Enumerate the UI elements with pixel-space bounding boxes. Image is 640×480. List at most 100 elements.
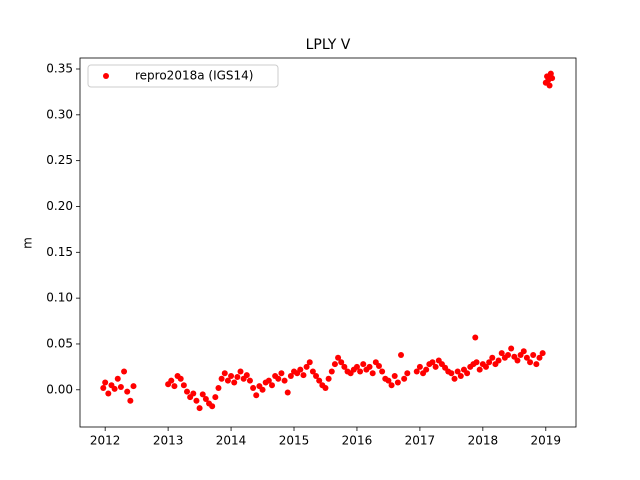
point	[523, 354, 530, 361]
y-tick-label: 0.35	[46, 61, 73, 75]
point	[385, 377, 392, 384]
point	[498, 350, 505, 357]
y-tick-label: 0.20	[46, 199, 73, 213]
point	[306, 359, 313, 366]
point	[114, 375, 121, 382]
point	[379, 368, 386, 375]
point	[177, 375, 184, 382]
point	[117, 384, 124, 391]
point	[338, 359, 345, 366]
x-tick-label: 2013	[153, 434, 184, 448]
point	[429, 359, 436, 366]
point	[221, 370, 228, 377]
point	[250, 384, 257, 391]
point	[357, 368, 364, 375]
point	[102, 379, 109, 386]
point	[360, 361, 367, 368]
point	[121, 368, 128, 375]
y-tick-label: 0.05	[46, 336, 73, 350]
point	[341, 363, 348, 370]
point	[300, 372, 307, 379]
point	[508, 345, 515, 352]
point	[127, 397, 134, 404]
point	[303, 363, 310, 370]
point	[231, 379, 238, 386]
x-tick-label: 2012	[90, 434, 121, 448]
point	[401, 375, 408, 382]
point	[536, 354, 543, 361]
point	[366, 363, 373, 370]
point	[527, 359, 534, 366]
point	[184, 388, 191, 395]
point	[391, 373, 398, 380]
point	[268, 382, 275, 389]
point	[253, 392, 260, 399]
point	[486, 359, 493, 366]
point	[202, 395, 209, 402]
point	[335, 354, 342, 361]
point	[124, 388, 131, 395]
point	[331, 361, 338, 368]
point	[171, 383, 178, 390]
point	[196, 405, 203, 412]
point	[353, 363, 360, 370]
point	[111, 385, 118, 392]
point	[275, 375, 282, 382]
point	[476, 366, 483, 373]
y-tick-label: 0.10	[46, 291, 73, 305]
point	[278, 370, 285, 377]
point	[413, 368, 420, 375]
point	[237, 368, 244, 375]
point	[322, 384, 329, 391]
chart-title: LPLY V	[306, 37, 351, 53]
point	[472, 334, 479, 341]
point	[218, 375, 225, 382]
point	[394, 379, 401, 386]
point	[212, 394, 219, 401]
point	[482, 363, 489, 370]
point	[495, 357, 502, 364]
legend: repro2018a (IGS14)	[87, 64, 279, 88]
point	[489, 354, 496, 361]
point	[530, 351, 537, 358]
point	[325, 375, 332, 382]
point	[297, 366, 304, 373]
x-tick-label: 2016	[342, 434, 373, 448]
y-tick-label: 0.15	[46, 245, 73, 259]
point	[404, 370, 411, 377]
point	[451, 375, 458, 382]
point	[309, 368, 316, 375]
point	[464, 370, 471, 377]
plot-frame	[79, 57, 577, 428]
point	[100, 384, 107, 391]
point	[448, 370, 455, 377]
point	[505, 351, 512, 358]
point	[313, 373, 320, 380]
point	[423, 366, 430, 373]
point	[215, 384, 222, 391]
point	[193, 397, 200, 404]
point	[547, 70, 554, 77]
x-tick-label: 2017	[405, 434, 436, 448]
point	[533, 361, 540, 368]
point	[514, 357, 521, 364]
point	[284, 389, 291, 396]
point	[180, 382, 187, 389]
point	[375, 362, 382, 369]
series	[100, 70, 556, 412]
point	[259, 386, 266, 393]
x-tick-label: 2015	[279, 434, 310, 448]
point	[398, 351, 405, 358]
y-tick-label: 0.25	[46, 153, 73, 167]
point	[287, 373, 294, 380]
point	[224, 377, 231, 384]
point	[190, 390, 197, 397]
point	[243, 372, 250, 379]
point	[234, 373, 241, 380]
point	[432, 363, 439, 370]
point	[328, 368, 335, 375]
point	[265, 377, 272, 384]
point	[199, 391, 206, 398]
y-axis-label: m	[21, 237, 35, 249]
